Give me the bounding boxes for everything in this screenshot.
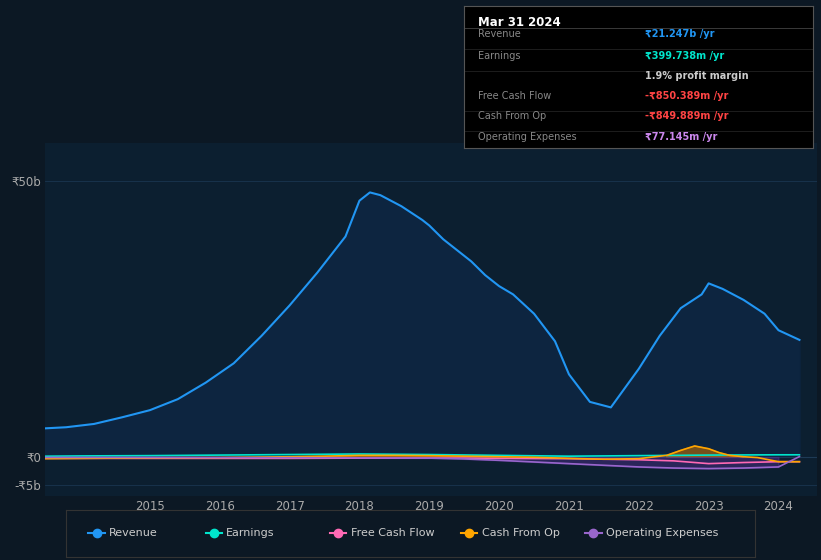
Text: Operating Expenses: Operating Expenses bbox=[478, 132, 576, 142]
Text: Free Cash Flow: Free Cash Flow bbox=[478, 91, 551, 101]
Text: Earnings: Earnings bbox=[478, 50, 521, 60]
Text: 1.9% profit margin: 1.9% profit margin bbox=[645, 71, 749, 81]
Text: Free Cash Flow: Free Cash Flow bbox=[351, 529, 434, 538]
Text: Cash From Op: Cash From Op bbox=[482, 529, 559, 538]
Text: Cash From Op: Cash From Op bbox=[478, 111, 546, 122]
Text: -₹849.889m /yr: -₹849.889m /yr bbox=[645, 111, 729, 122]
Text: ₹77.145m /yr: ₹77.145m /yr bbox=[645, 132, 718, 142]
Text: Earnings: Earnings bbox=[227, 529, 275, 538]
Text: Revenue: Revenue bbox=[478, 29, 521, 39]
Text: Operating Expenses: Operating Expenses bbox=[606, 529, 718, 538]
Text: ₹399.738m /yr: ₹399.738m /yr bbox=[645, 50, 725, 60]
Text: Revenue: Revenue bbox=[109, 529, 158, 538]
Text: ₹21.247b /yr: ₹21.247b /yr bbox=[645, 29, 715, 39]
Text: Mar 31 2024: Mar 31 2024 bbox=[478, 16, 561, 29]
Text: -₹850.389m /yr: -₹850.389m /yr bbox=[645, 91, 729, 101]
